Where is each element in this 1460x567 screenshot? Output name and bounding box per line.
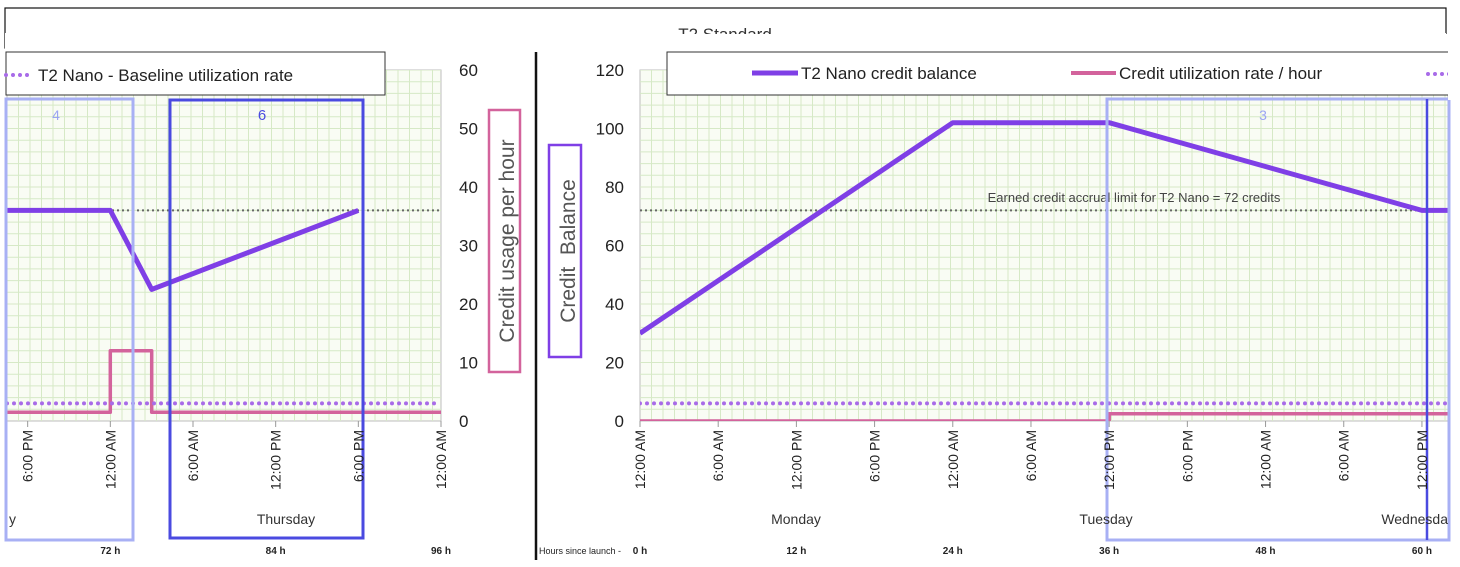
left-y2-title-box (487, 108, 522, 374)
right-box-3-label: 3 (1259, 107, 1267, 123)
left-series-group (7, 207, 441, 414)
right-y-tick-label: 120 (596, 61, 624, 80)
right-box-3 (1105, 97, 1451, 542)
left-box-6-label: 6 (258, 107, 266, 124)
left-hour-label: 84 h (266, 546, 286, 557)
left-y2-tick-label: 10 (459, 354, 478, 373)
right-series-utilization-rate (640, 411, 1448, 421)
right-x-tick-label: 12:00 AM (632, 430, 648, 489)
right-y-tick-label: 80 (605, 178, 624, 197)
left-x-tick-label: 6:00 AM (185, 430, 201, 481)
left-x-tick-label: 6:00 PM (350, 430, 366, 482)
right-hour-label: 0 h (633, 546, 647, 557)
right-day-label-wednesday: Wednesda (1381, 511, 1448, 527)
hours-since-launch-label: Hours since launch - (539, 546, 621, 556)
right-grid (640, 70, 1448, 421)
right-y-tick-label: 100 (596, 120, 624, 139)
right-x-tick-label: 6:00 AM (1023, 430, 1039, 481)
left-y2-tick-label: 50 (459, 120, 478, 139)
right-y-title-box (547, 143, 583, 359)
left-hour-label: 72 h (100, 546, 120, 557)
left-secondary-y-ticks: 0 10 20 30 40 50 60 (459, 61, 478, 431)
left-y2-tick-label: 20 (459, 295, 478, 314)
left-hour-label: 96 h (431, 546, 451, 557)
right-day-label-tuesday: Tuesday (1079, 511, 1132, 527)
right-y-axis-title: Credit Balance (557, 179, 580, 323)
right-series-credit-balance (640, 120, 1448, 336)
left-box-4-label: 4 (52, 107, 60, 123)
right-x-tick-label: 12:00 PM (1101, 430, 1117, 490)
left-day-label-y: y (9, 511, 16, 527)
right-hour-label: 48 h (1256, 546, 1276, 557)
left-legend-baseline-label: T2 Nano - Baseline utilization rate (38, 66, 293, 85)
legend-edge-mask (1448, 50, 1460, 100)
right-x-ticks: 12:00 AM 6:00 AM 12:00 PM 6:00 PM 12:00 AM 6:… (632, 421, 1430, 490)
left-legend (5, 51, 386, 96)
right-hour-label: 36 h (1099, 546, 1119, 557)
left-box-6 (168, 98, 365, 540)
left-series-credit-balance (7, 207, 360, 292)
right-x-tick-label: 12:00 PM (788, 430, 804, 490)
right-day-label-monday: Monday (771, 511, 821, 527)
right-x-tick-label: 12:00 AM (945, 430, 961, 489)
left-series-utilization-rate (7, 349, 441, 414)
right-y-tick-label: 0 (615, 412, 624, 431)
legend-balance-label: T2 Nano credit balance (801, 64, 977, 83)
right-series-group (640, 120, 1448, 421)
right-hour-labels: 0 h 12 h 24 h 36 h 48 h 60 h (633, 546, 1432, 557)
left-y2-tick-label: 40 (459, 178, 478, 197)
right-hour-label: 60 h (1412, 546, 1432, 557)
right-x-tick-label: 12:00 AM (1258, 430, 1274, 489)
right-x-tick-label: 6:00 AM (710, 430, 726, 481)
left-x-tick-label: 6:00 PM (20, 430, 36, 482)
left-x-tick-label: 12:00 AM (433, 430, 449, 489)
legend-utilization-label: Credit utilization rate / hour (1119, 64, 1322, 83)
right-y-tick-label: 40 (605, 295, 624, 314)
left-y2-tick-label: 0 (459, 412, 468, 431)
left-box-4 (4, 97, 135, 542)
right-x-tick-label: 12:00 PM (1414, 430, 1430, 490)
left-y2-tick-label: 60 (459, 61, 478, 80)
left-x-tick-label: 12:00 AM (102, 430, 118, 489)
right-panel: Earned credit accrual limit for T2 Nano … (539, 50, 1460, 557)
left-day-label-thursday: Thursday (257, 511, 315, 527)
left-y2-tick-label: 30 (459, 237, 478, 256)
right-x-tick-label: 6:00 AM (1336, 430, 1352, 481)
left-panel: 4 6 T2 Nano - Baseline utilization rate … (4, 51, 522, 557)
left-x-ticks: 6:00 PM 12:00 AM 6:00 AM 12:00 PM 6:00 PM 12:… (20, 421, 449, 490)
title-clip-mask (640, 34, 1450, 52)
left-y2-axis-title: Credit usage per hour (496, 139, 519, 342)
right-x-tick-label: 6:00 PM (867, 430, 883, 482)
left-hour-labels: 72 h 84 h 96 h (100, 546, 451, 557)
right-hour-label: 24 h (943, 546, 963, 557)
right-y-ticks: 0 20 40 60 80 100 120 (596, 61, 624, 431)
accrual-annotation: Earned credit accrual limit for T2 Nano … (988, 190, 1281, 205)
left-x-tick-label: 12:00 PM (268, 430, 284, 490)
right-x-tick-label: 6:00 PM (1179, 430, 1195, 482)
right-y-tick-label: 60 (605, 237, 624, 256)
right-hour-label: 12 h (786, 546, 806, 557)
right-y-tick-label: 20 (605, 354, 624, 373)
